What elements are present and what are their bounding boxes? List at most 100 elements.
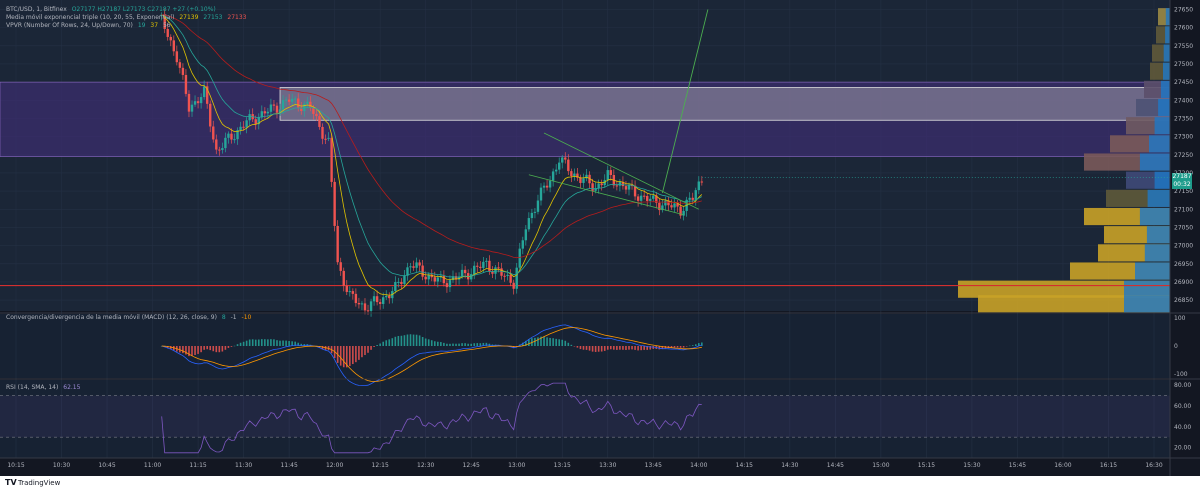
candle-body-141[interactable] (588, 174, 591, 184)
candle-body-90[interactable] (433, 277, 436, 282)
candle-body-111[interactable] (497, 267, 500, 269)
candle-body-134[interactable] (567, 159, 570, 172)
candle-body-23[interactable] (230, 133, 233, 140)
candle-body-148[interactable] (609, 170, 612, 176)
candle-body-113[interactable] (503, 275, 506, 277)
candle-body-130[interactable] (554, 169, 558, 172)
candle-body-86[interactable] (421, 265, 424, 277)
candle-body-159[interactable] (642, 195, 646, 197)
candle-body-151[interactable] (618, 181, 622, 186)
candle-body-116[interactable] (512, 282, 515, 289)
candle-body-110[interactable] (494, 267, 497, 274)
candle-body-10[interactable] (190, 104, 194, 112)
symbol-label[interactable]: BTC/USD, 1, Bitfinex (6, 6, 67, 13)
candle-body-171[interactable] (679, 206, 682, 216)
candle-body-142[interactable] (591, 183, 594, 191)
candle-body-5[interactable] (175, 51, 179, 63)
consolidation-rectangle[interactable] (279, 87, 1171, 121)
candle-body-89[interactable] (430, 274, 433, 278)
candle-body-103[interactable] (473, 265, 476, 275)
candle-body-32[interactable] (257, 117, 260, 125)
candle-body-58[interactable] (336, 225, 339, 263)
candle-body-41[interactable] (284, 99, 288, 101)
candle-body-91[interactable] (436, 277, 440, 282)
candle-body-59[interactable] (339, 262, 342, 271)
candle-body-27[interactable] (242, 126, 245, 128)
candle-body-118[interactable] (518, 248, 521, 268)
candle-body-7[interactable] (181, 67, 185, 75)
candle-body-122[interactable] (530, 212, 534, 219)
candle-body-31[interactable] (254, 119, 257, 125)
candle-body-93[interactable] (442, 275, 446, 284)
ema-indicator-label[interactable]: Media móvil exponencial triple (10, 20, … (6, 14, 175, 21)
candle-body-127[interactable] (545, 185, 549, 188)
candle-body-80[interactable] (403, 275, 406, 284)
candle-body-34[interactable] (263, 111, 267, 114)
candle-body-123[interactable] (533, 211, 537, 213)
candle-body-157[interactable] (636, 196, 640, 201)
candle-body-44[interactable] (293, 98, 297, 100)
candle-body-96[interactable] (451, 276, 455, 281)
candle-body-145[interactable] (600, 183, 603, 186)
candle-body-177[interactable] (697, 181, 700, 191)
candle-body-178[interactable] (700, 181, 704, 183)
candle-body-98[interactable] (457, 276, 461, 280)
candle-body-138[interactable] (579, 177, 582, 183)
candle-body-14[interactable] (202, 86, 206, 98)
candle-body-15[interactable] (205, 86, 209, 104)
candle-body-69[interactable] (369, 301, 373, 311)
candle-body-35[interactable] (266, 111, 270, 114)
candle-body-114[interactable] (506, 274, 509, 276)
candle-body-63[interactable] (351, 291, 355, 294)
candle-body-28[interactable] (245, 120, 248, 128)
candle-body-163[interactable] (655, 195, 658, 203)
candle-body-36[interactable] (269, 104, 273, 112)
candle-body-169[interactable] (673, 203, 676, 208)
tradingview-logo[interactable]: TV (5, 478, 17, 487)
candle-body-16[interactable] (209, 103, 212, 127)
candle-body-112[interactable] (500, 268, 503, 276)
candle-body-97[interactable] (454, 276, 458, 280)
candle-body-54[interactable] (324, 138, 327, 140)
candle-body-117[interactable] (515, 267, 518, 289)
candle-body-139[interactable] (582, 178, 585, 183)
candle-body-57[interactable] (333, 181, 336, 226)
candle-body-140[interactable] (585, 174, 588, 179)
wedge-upper-line[interactable] (543, 132, 699, 210)
candle-body-2[interactable] (166, 28, 169, 37)
candle-body-94[interactable] (445, 283, 449, 288)
candle-body-25[interactable] (236, 130, 239, 140)
candle-body-3[interactable] (169, 36, 172, 41)
chart-svg[interactable]: 27650 27600 27550 27500 27450 27400 27350 27300… (0, 0, 1200, 476)
rsi-label[interactable]: RSI (14, SMA, 14) (6, 384, 59, 391)
candle-body-143[interactable] (594, 188, 597, 191)
candle-body-174[interactable] (688, 197, 691, 200)
candle-body-11[interactable] (193, 101, 197, 105)
candle-body-152[interactable] (621, 181, 625, 187)
candle-body-9[interactable] (187, 93, 191, 112)
candle-body-172[interactable] (682, 210, 685, 216)
candle-body-40[interactable] (281, 100, 285, 110)
candle-body-12[interactable] (196, 101, 200, 104)
candle-body-167[interactable] (667, 200, 670, 206)
candle-body-52[interactable] (318, 116, 321, 127)
candle-body-8[interactable] (184, 74, 188, 94)
candle-body-24[interactable] (233, 139, 236, 141)
candle-body-161[interactable] (649, 198, 652, 201)
candle-body-121[interactable] (527, 218, 531, 230)
candle-body-115[interactable] (509, 274, 512, 283)
candle-body-81[interactable] (406, 267, 409, 276)
candle-body-79[interactable] (400, 281, 403, 284)
candle-body-128[interactable] (548, 180, 552, 188)
candle-body-6[interactable] (178, 62, 182, 68)
candle-body-65[interactable] (357, 303, 361, 305)
candle-body-147[interactable] (606, 170, 609, 181)
candle-body-153[interactable] (624, 186, 628, 190)
candle-body-43[interactable] (290, 98, 294, 102)
candle-body-71[interactable] (375, 296, 379, 303)
candle-body-150[interactable] (615, 185, 619, 187)
vpvr-indicator-label[interactable]: VPVR (Number Of Rows, 24, Up/Down, 70) (6, 22, 133, 29)
candle-body-125[interactable] (539, 187, 543, 201)
candle-body-56[interactable] (330, 137, 333, 182)
